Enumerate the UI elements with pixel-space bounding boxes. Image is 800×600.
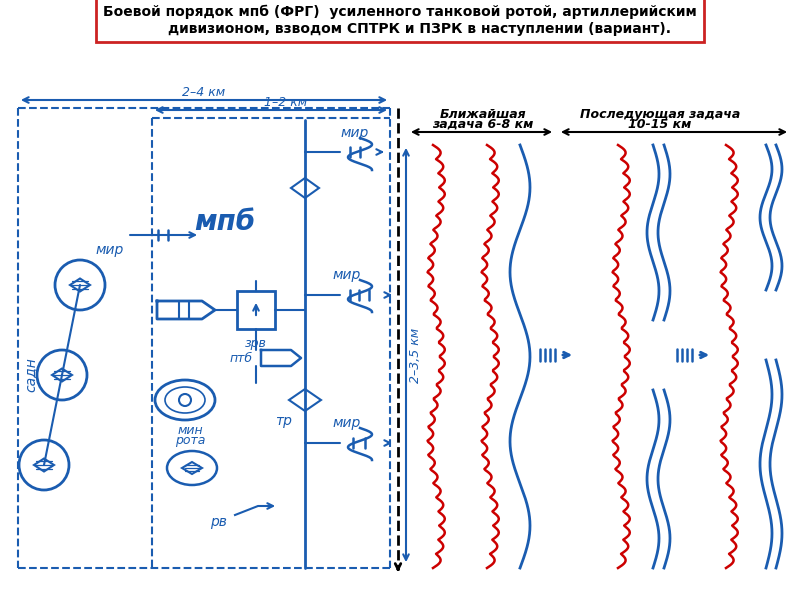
Text: мпб: мпб: [194, 208, 255, 236]
Bar: [237, 291, 275, 329]
Text: мин: мин: [177, 424, 203, 437]
Text: 10-15 км: 10-15 км: [628, 118, 692, 131]
Text: мир: мир: [341, 126, 369, 140]
Text: Последующая задача: Последующая задача: [580, 108, 740, 121]
Text: мир: мир: [333, 416, 361, 430]
Text: зрв: зрв: [245, 337, 267, 350]
Text: 2–4 км: 2–4 км: [182, 85, 226, 98]
Text: тр: тр: [274, 414, 291, 428]
Text: Ближайшая: Ближайшая: [440, 108, 526, 121]
Text: мир: мир: [96, 243, 124, 257]
Text: задача 6-8 км: задача 6-8 км: [432, 118, 534, 131]
Text: рв: рв: [210, 515, 226, 529]
Text: 2–3,5 км: 2–3,5 км: [410, 328, 422, 383]
Text: садн: садн: [23, 358, 37, 392]
Text: птб: птб: [230, 352, 253, 364]
Text: 1–2 км: 1–2 км: [265, 95, 307, 109]
Text: мир: мир: [333, 268, 361, 282]
Text: Боевой порядок мпб (ФРГ)  усиленного танковой ротой, артиллерийским
        диви: Боевой порядок мпб (ФРГ) усиленного танк…: [103, 5, 697, 35]
Text: рота: рота: [175, 434, 205, 447]
